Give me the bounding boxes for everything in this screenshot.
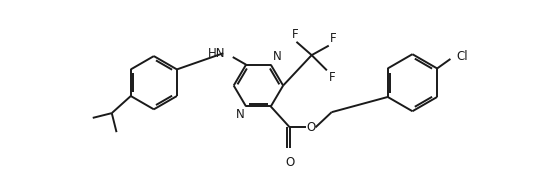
Text: F: F xyxy=(330,32,336,45)
Text: F: F xyxy=(329,71,335,84)
Text: Cl: Cl xyxy=(456,50,468,63)
Text: N: N xyxy=(273,50,281,63)
Text: O: O xyxy=(285,156,294,169)
Text: HN: HN xyxy=(208,47,225,60)
Text: F: F xyxy=(292,28,299,41)
Text: O: O xyxy=(306,121,316,134)
Text: N: N xyxy=(236,108,244,121)
